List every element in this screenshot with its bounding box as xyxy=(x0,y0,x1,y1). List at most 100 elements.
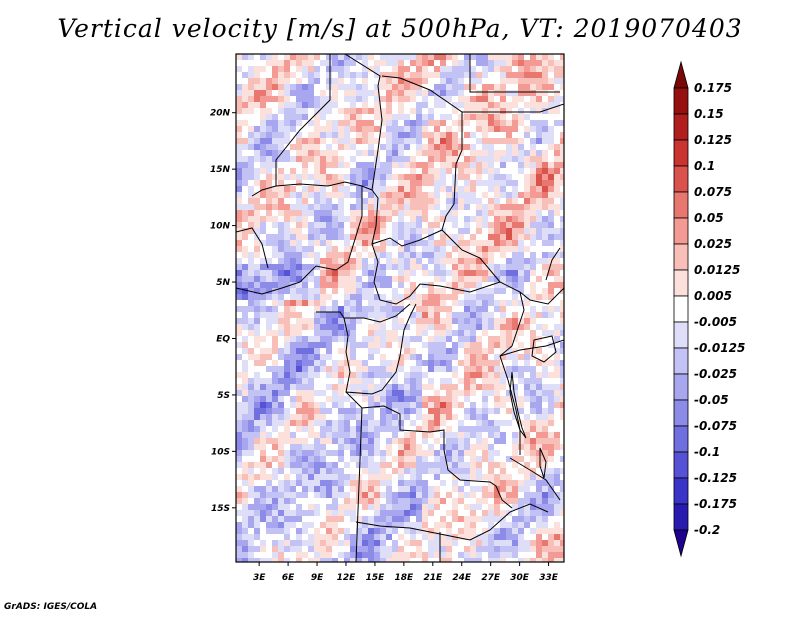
field-cell xyxy=(422,66,428,72)
field-cell xyxy=(524,300,530,306)
field-cell xyxy=(416,486,422,492)
field-cell xyxy=(458,270,464,276)
field-cell xyxy=(338,432,344,438)
field-cell xyxy=(308,312,314,318)
field-cell xyxy=(350,114,356,120)
field-cell xyxy=(320,354,326,360)
field-cell xyxy=(434,132,440,138)
field-cell xyxy=(344,186,350,192)
field-cell xyxy=(374,96,380,102)
border-line xyxy=(345,391,513,509)
field-cell xyxy=(386,366,392,372)
field-cell xyxy=(428,204,434,210)
field-cell xyxy=(548,558,554,562)
field-cell xyxy=(344,174,350,180)
field-cell xyxy=(290,516,296,522)
field-cell xyxy=(338,390,344,396)
field-cell xyxy=(350,72,356,78)
field-cell xyxy=(542,96,548,102)
field-cell xyxy=(416,558,422,562)
field-cell xyxy=(410,84,416,90)
field-cell xyxy=(548,78,554,84)
field-cell xyxy=(398,54,404,60)
field-cell xyxy=(386,468,392,474)
field-cell xyxy=(512,222,518,228)
field-cell xyxy=(248,90,254,96)
field-cell xyxy=(440,528,446,534)
field-cell xyxy=(254,192,260,198)
field-cell xyxy=(494,324,500,330)
field-cell xyxy=(530,378,536,384)
field-cell xyxy=(434,558,440,562)
field-cell xyxy=(434,60,440,66)
field-cell xyxy=(248,300,254,306)
colorbar-label: 0.15 xyxy=(694,107,724,121)
field-cell xyxy=(404,210,410,216)
field-cell xyxy=(560,120,564,126)
field-cell xyxy=(290,252,296,258)
field-cell xyxy=(242,558,248,562)
field-cell xyxy=(398,336,404,342)
field-cell xyxy=(350,138,356,144)
field-cell xyxy=(386,144,392,150)
field-cell xyxy=(278,528,284,534)
field-cell xyxy=(536,312,542,318)
field-cell xyxy=(302,138,308,144)
field-cell xyxy=(380,504,386,510)
field-cell xyxy=(248,426,254,432)
field-cell xyxy=(506,468,512,474)
field-cell xyxy=(506,528,512,534)
field-cell xyxy=(320,414,326,420)
field-cell xyxy=(374,408,380,414)
field-cell xyxy=(302,480,308,486)
field-cell xyxy=(482,528,488,534)
field-cell xyxy=(266,204,272,210)
field-cell xyxy=(350,126,356,132)
field-cell xyxy=(530,138,536,144)
field-cell xyxy=(560,192,564,198)
field-cell xyxy=(542,516,548,522)
field-cell xyxy=(266,54,272,60)
field-cell xyxy=(380,294,386,300)
field-cell xyxy=(506,228,512,234)
field-cell xyxy=(428,192,434,198)
field-cell xyxy=(368,84,374,90)
field-cell xyxy=(260,420,266,426)
field-cell xyxy=(290,228,296,234)
field-cell xyxy=(422,522,428,528)
field-cell xyxy=(380,108,386,114)
field-cell xyxy=(506,324,512,330)
field-cell xyxy=(500,204,506,210)
field-cell xyxy=(482,438,488,444)
field-cell xyxy=(392,510,398,516)
field-cell xyxy=(416,192,422,198)
field-cell xyxy=(314,510,320,516)
field-cell xyxy=(368,186,374,192)
field-cell xyxy=(386,540,392,546)
field-cell xyxy=(368,402,374,408)
field-cell xyxy=(392,462,398,468)
field-cell xyxy=(416,354,422,360)
field-cell xyxy=(380,456,386,462)
field-cell xyxy=(392,336,398,342)
field-cell xyxy=(254,54,260,60)
field-cell xyxy=(422,390,428,396)
field-cell xyxy=(236,276,242,282)
field-cell xyxy=(416,66,422,72)
field-cell xyxy=(278,414,284,420)
field-cell xyxy=(362,102,368,108)
field-cell xyxy=(260,192,266,198)
field-cell xyxy=(518,252,524,258)
field-cell xyxy=(266,390,272,396)
field-cell xyxy=(536,486,542,492)
field-cell xyxy=(296,312,302,318)
field-cell xyxy=(542,372,548,378)
field-cell xyxy=(374,138,380,144)
field-cell xyxy=(416,528,422,534)
field-cell xyxy=(476,360,482,366)
field-cell xyxy=(374,114,380,120)
field-cell xyxy=(434,432,440,438)
field-cell xyxy=(320,372,326,378)
field-cell xyxy=(476,342,482,348)
field-cell xyxy=(440,294,446,300)
